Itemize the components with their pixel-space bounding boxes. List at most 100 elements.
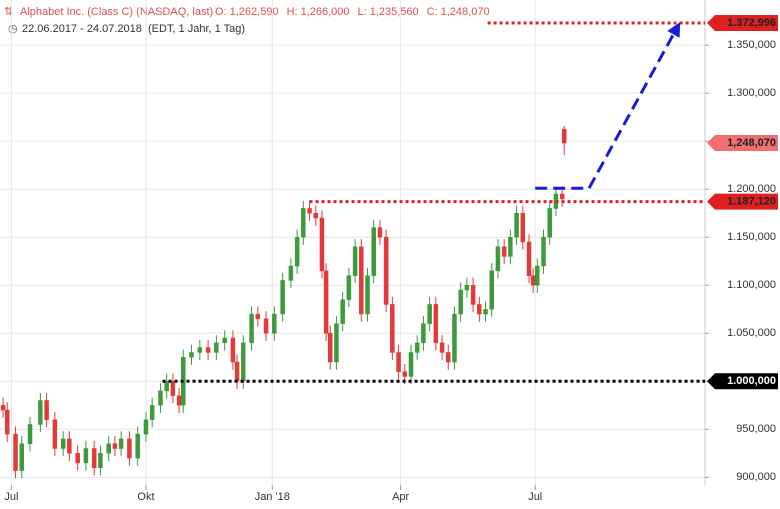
candle-body bbox=[408, 352, 414, 377]
candle-body bbox=[340, 299, 345, 324]
candle-body bbox=[170, 381, 176, 396]
trend-arrowhead bbox=[667, 22, 681, 38]
candle-body bbox=[365, 275, 370, 315]
candle-body bbox=[234, 361, 240, 382]
candle-body bbox=[458, 289, 463, 315]
y-tick-label: 900,000 bbox=[736, 471, 776, 483]
candle-body bbox=[377, 227, 383, 238]
candle-body bbox=[288, 265, 294, 281]
candle-body bbox=[561, 128, 567, 144]
value-box bbox=[707, 193, 778, 210]
candle-body bbox=[27, 424, 33, 444]
candle-body bbox=[263, 318, 269, 334]
candle-body bbox=[255, 313, 261, 320]
candle-body bbox=[176, 395, 182, 406]
candle-body bbox=[520, 212, 526, 243]
candle-body bbox=[439, 342, 445, 353]
chart-icon: ⇅ bbox=[4, 6, 13, 18]
candle-body bbox=[241, 342, 246, 382]
candle-body bbox=[446, 352, 451, 363]
value-box-label: 1.000,000 bbox=[727, 375, 776, 387]
candle-body bbox=[83, 448, 89, 464]
ohlc-name: O: bbox=[215, 6, 227, 18]
candle-body bbox=[371, 227, 376, 276]
candle-body bbox=[44, 400, 49, 420]
candle-body bbox=[421, 323, 426, 344]
candle-body bbox=[98, 453, 103, 468]
candle-body bbox=[547, 208, 552, 238]
y-tick-label: 1.050,000 bbox=[727, 327, 776, 339]
candle-body bbox=[514, 212, 519, 238]
candle-body bbox=[530, 275, 536, 286]
candle-body bbox=[313, 212, 318, 219]
grid bbox=[0, 0, 705, 485]
trend-line bbox=[535, 33, 675, 190]
candle-body bbox=[390, 304, 395, 353]
candle-body bbox=[495, 246, 501, 272]
ohlc-name: H: bbox=[287, 6, 298, 18]
candle-body bbox=[559, 193, 565, 200]
candle-body bbox=[4, 409, 10, 435]
ohlc-name: L: bbox=[358, 6, 367, 18]
date-range: 22.06.2017 - 24.07.2018 bbox=[22, 23, 142, 35]
candle-body bbox=[13, 433, 18, 471]
ohlc-value: 1,262,590 bbox=[230, 6, 279, 18]
candle-body bbox=[323, 270, 329, 334]
candle-body bbox=[214, 342, 219, 353]
header: ⇅ Alphabet Inc. (Class C) (NASDAQ, last)… bbox=[4, 6, 245, 35]
y-tick-label: 1.300,000 bbox=[727, 87, 776, 99]
candle-body bbox=[535, 265, 540, 286]
candle-body bbox=[222, 337, 227, 344]
x-tick-label: Jul bbox=[528, 491, 542, 503]
candle-body bbox=[272, 313, 277, 334]
chart-info: (EDT, 1 Jahr, 1 Tag) bbox=[148, 23, 245, 35]
value-box-label: 1.187,120 bbox=[727, 195, 776, 207]
x-tick-label: Apr bbox=[392, 491, 409, 503]
candle-body bbox=[75, 453, 80, 464]
candle-body bbox=[327, 333, 333, 363]
candle-body bbox=[0, 405, 6, 411]
candle-body bbox=[135, 433, 140, 459]
x-tick-label: Okt bbox=[137, 491, 154, 503]
ohlc-value: 1,266,000 bbox=[301, 6, 350, 18]
candle-body bbox=[427, 304, 432, 324]
candle-body bbox=[118, 438, 124, 449]
candle-body bbox=[158, 390, 163, 406]
candle-body bbox=[483, 308, 488, 315]
candle-body bbox=[477, 304, 482, 315]
candle-body bbox=[149, 405, 155, 420]
candle-body bbox=[352, 246, 358, 276]
candle-body bbox=[433, 304, 439, 344]
candle-body bbox=[164, 381, 169, 392]
y-tick-label: 1.150,000 bbox=[727, 231, 776, 243]
candle-body bbox=[143, 419, 149, 435]
candle-body bbox=[508, 236, 513, 257]
value-box-label: 1,248,070 bbox=[727, 137, 776, 149]
candle-body bbox=[38, 400, 43, 425]
y-tick-label: 1.350,000 bbox=[727, 39, 776, 51]
ohlc-name: C: bbox=[427, 6, 438, 18]
candle-body bbox=[501, 246, 507, 257]
candle-body bbox=[396, 352, 401, 372]
candle-body bbox=[280, 280, 285, 315]
candle-body bbox=[359, 246, 364, 315]
value-box bbox=[707, 15, 778, 32]
candle-body bbox=[230, 337, 236, 363]
candle-body bbox=[452, 313, 457, 363]
candle-body bbox=[526, 241, 532, 276]
chart-title: Alphabet Inc. (Class C) (NASDAQ, last) bbox=[20, 6, 213, 18]
candle-body bbox=[112, 443, 118, 449]
candle-body bbox=[319, 217, 325, 272]
candle-body bbox=[19, 443, 24, 471]
candle-body bbox=[414, 342, 420, 353]
candle-body bbox=[470, 284, 476, 305]
candle-body bbox=[91, 448, 97, 468]
ohlc-value: 1,235,560 bbox=[370, 6, 419, 18]
candle-body bbox=[52, 419, 58, 449]
candle-body bbox=[60, 438, 66, 449]
candle-body bbox=[127, 438, 132, 459]
candle-body bbox=[294, 236, 300, 267]
y-tick-label: 1.200,000 bbox=[727, 183, 776, 195]
x-tick-label: Jul bbox=[4, 491, 18, 503]
